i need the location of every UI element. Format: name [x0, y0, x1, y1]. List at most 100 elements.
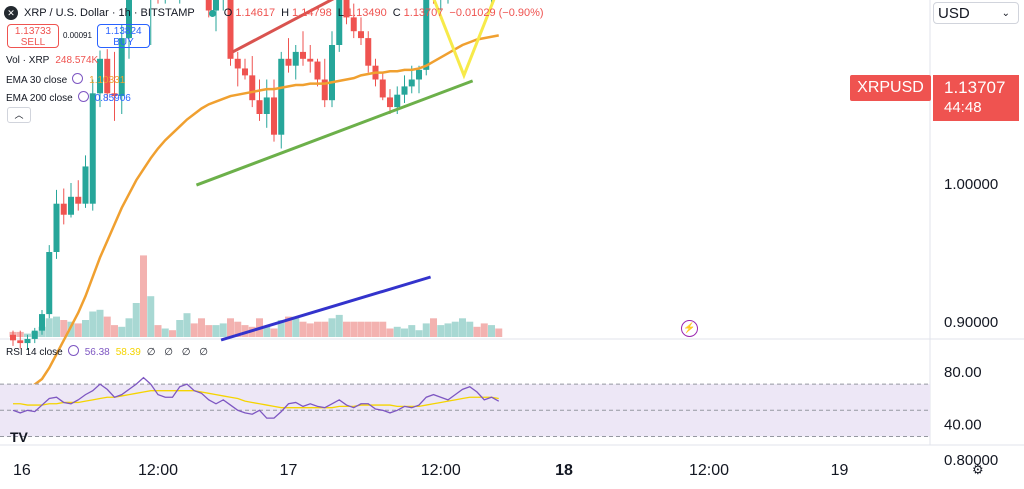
ohlc-close-value: 1.13707 — [403, 7, 444, 19]
volume-bar — [219, 323, 227, 337]
channel-upper-line — [231, 0, 335, 54]
rsi-legend[interactable]: RSI 14 close 56.38 58.39 ∅ ∅ ∅ ∅ — [6, 345, 211, 358]
settings-icon[interactable] — [72, 73, 84, 84]
candle-body — [60, 203, 67, 215]
ohlc-high-label: H — [281, 7, 290, 19]
volume-bar — [415, 330, 423, 337]
volume-bar — [328, 318, 336, 337]
volume-bar — [292, 316, 300, 337]
candle-body — [336, 0, 343, 46]
tradingview-logo[interactable]: TV — [10, 429, 28, 445]
candle-body — [408, 79, 415, 87]
volume-bar — [480, 323, 488, 337]
ema30-legend[interactable]: EMA 30 close 1.10331 — [6, 73, 125, 86]
candle-body — [271, 97, 277, 135]
lightning-icon[interactable]: ⚡ — [681, 320, 698, 337]
projection-path-line — [432, 0, 496, 80]
sell-button[interactable]: 1.13733 SELL — [7, 24, 59, 48]
candle-body — [263, 97, 270, 114]
buy-button[interactable]: 1.13824 BUY — [97, 24, 150, 48]
symbol-price-tag: XRPUSD — [850, 75, 931, 101]
xrp-coin-icon[interactable]: ✕ — [4, 6, 18, 20]
chart-header: ✕ XRP / U.S. Dollar · 1h · BITSTAMP O 1.1… — [4, 6, 550, 20]
candle-body — [118, 38, 125, 97]
chart-settings-icon[interactable]: ⚙ — [972, 462, 984, 477]
volume-bar — [488, 325, 495, 337]
currency-value: USD — [938, 5, 970, 22]
candle-body — [53, 203, 60, 252]
currency-selector[interactable]: USD ⌄ — [933, 2, 1019, 24]
buy-label: BUY — [113, 37, 134, 48]
volume-bar — [74, 323, 82, 337]
candle-body — [329, 45, 335, 101]
candle-body — [75, 196, 82, 204]
volume-bar — [183, 313, 191, 337]
volume-bar — [459, 318, 466, 337]
volume-bar — [386, 328, 394, 337]
volume-bar — [451, 321, 459, 337]
rsi-line — [12, 376, 500, 419]
settings-icon[interactable] — [77, 91, 89, 102]
rsi-axis-label: 80.00 — [944, 364, 982, 381]
buy-price: 1.13824 — [105, 26, 142, 37]
candle-body — [89, 93, 96, 204]
time-axis-label: 19 — [831, 462, 849, 479]
candle-body — [300, 51, 306, 59]
volume-bar — [154, 325, 162, 337]
channel-lower-line — [195, 79, 474, 187]
volume-bar — [161, 328, 169, 337]
candle-body — [31, 330, 38, 339]
volume-bar — [132, 303, 140, 337]
volume-bar — [401, 328, 408, 337]
collapse-legend-button[interactable]: ︿ — [7, 107, 31, 123]
volume-bar — [212, 325, 220, 337]
ohlc-low-label: L — [337, 7, 344, 19]
volume-bar — [89, 311, 97, 337]
candle-body — [17, 340, 24, 344]
ohlc-low-value: 1.13490 — [346, 7, 387, 19]
ema200-legend[interactable]: EMA 200 close 0.85906 — [6, 91, 131, 104]
volume-bar — [495, 328, 503, 337]
price-axis-label: 0.80000 — [944, 452, 998, 469]
candle-body — [387, 97, 393, 108]
volume-indicator-legend[interactable]: Vol · XRP 248.574K — [6, 55, 98, 66]
volume-bar — [176, 320, 184, 337]
time-axis-label: 18 — [555, 462, 573, 479]
volume-bar — [67, 321, 75, 337]
candle-body — [46, 252, 53, 315]
settings-icon[interactable] — [67, 345, 79, 356]
volume-bar — [111, 325, 118, 337]
candle-body — [256, 100, 263, 114]
candle-body — [358, 31, 364, 39]
volume-bar — [437, 325, 445, 337]
chevron-down-icon: ⌄ — [1001, 8, 1010, 19]
sell-price: 1.13733 — [14, 26, 52, 37]
volume-bar — [82, 320, 89, 337]
symbol-title[interactable]: XRP / U.S. Dollar · 1h · BITSTAMP — [24, 7, 195, 19]
volume-bar — [408, 325, 416, 337]
ohlc-close-label: C — [392, 7, 401, 19]
volume-bar — [357, 321, 365, 337]
vol-value: 248.574K — [55, 55, 99, 66]
rsi-axis-label: 40.00 — [944, 416, 982, 433]
price-axis-label: 1.00000 — [944, 176, 998, 193]
volume-bar — [169, 330, 176, 337]
ohlc-open-value: 1.14617 — [235, 7, 276, 19]
volume-bar — [190, 323, 198, 337]
volume-bar — [147, 296, 155, 337]
volume-bar — [350, 321, 358, 337]
volume-bar — [118, 326, 126, 337]
candle-body — [365, 38, 372, 66]
ema200-value: 0.85906 — [94, 93, 131, 104]
candle-body — [205, 0, 212, 11]
candle-body — [234, 58, 241, 69]
volume-bar — [103, 316, 111, 337]
candle-body — [401, 86, 408, 95]
volume-bar — [125, 318, 133, 337]
candle-body — [394, 94, 401, 108]
volume-bar — [393, 326, 401, 337]
candle-body — [416, 69, 422, 80]
volume-bar — [234, 321, 242, 337]
volume-bar — [277, 320, 285, 337]
